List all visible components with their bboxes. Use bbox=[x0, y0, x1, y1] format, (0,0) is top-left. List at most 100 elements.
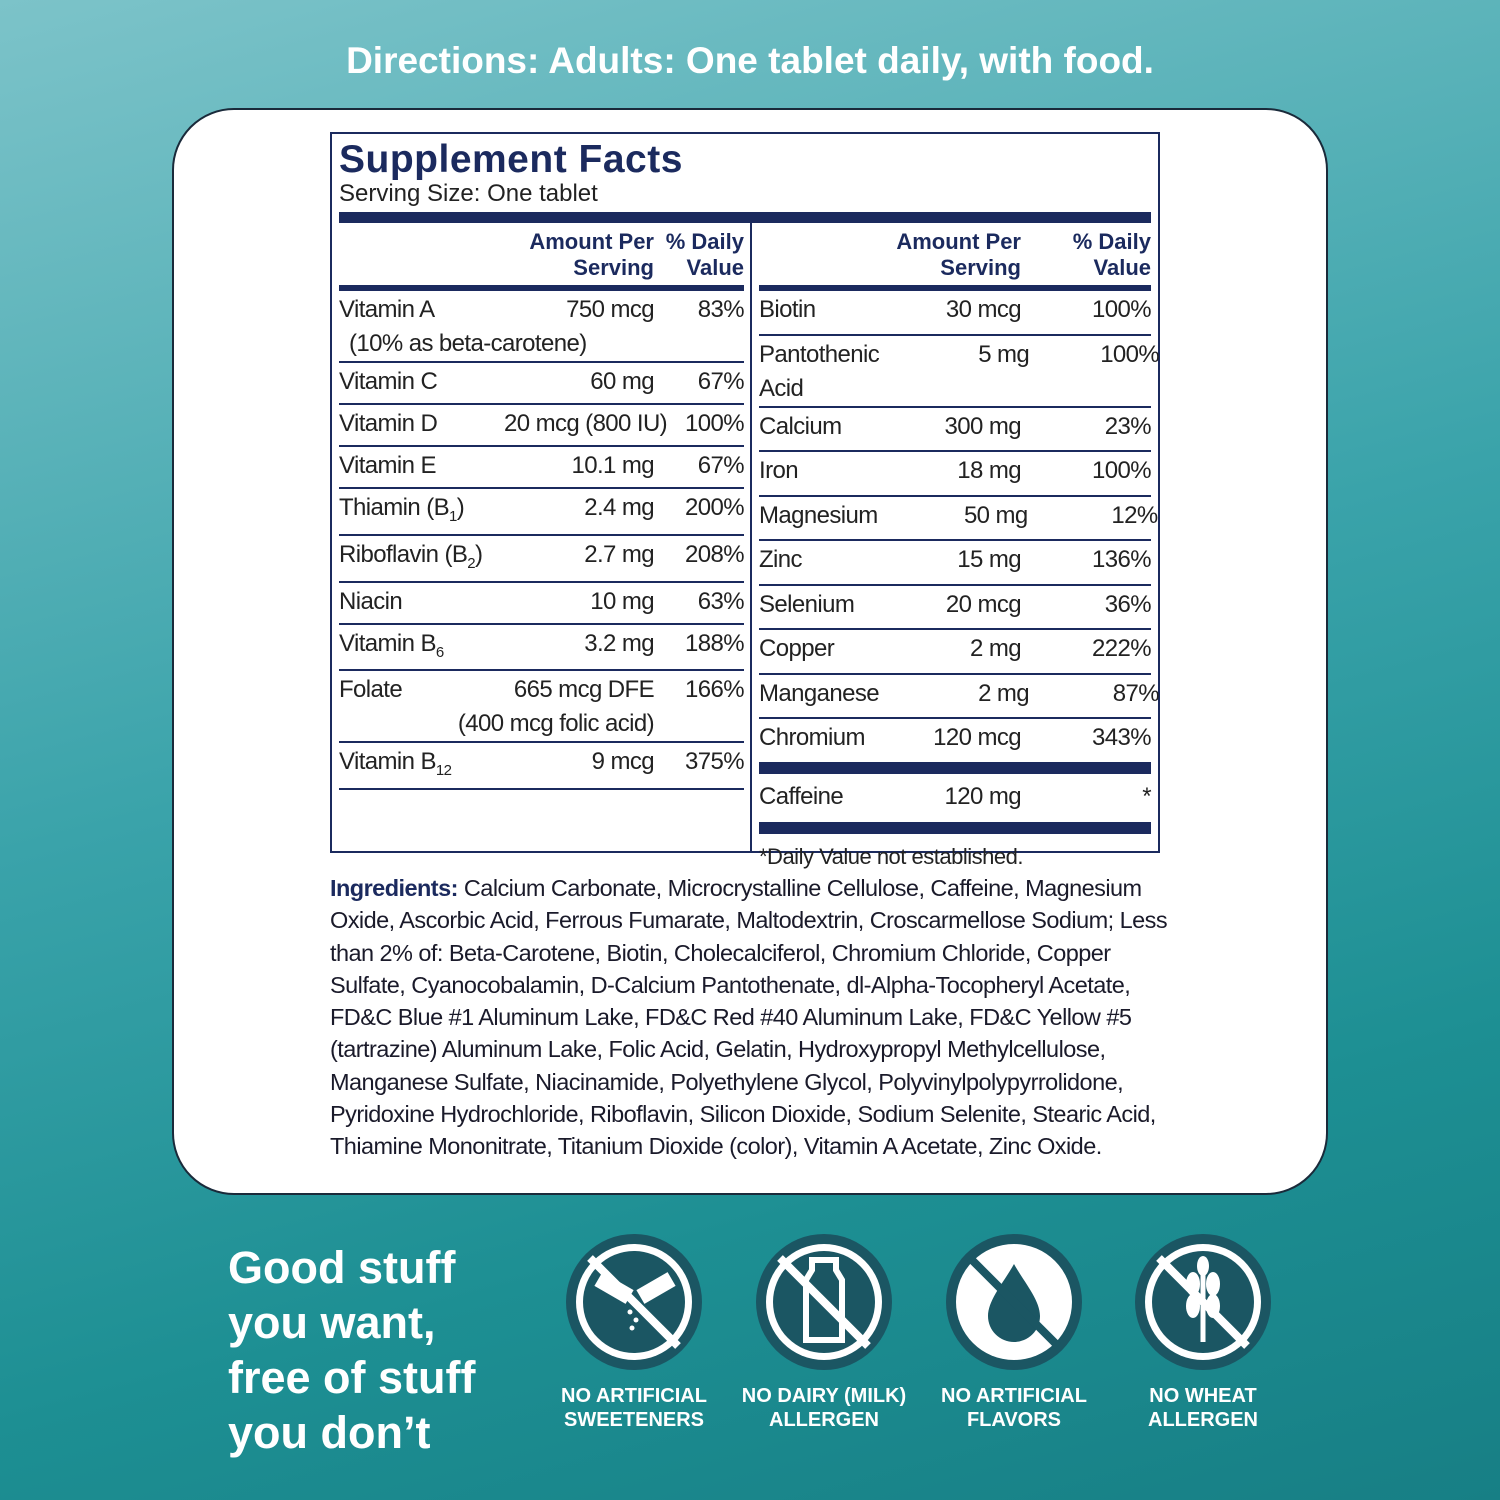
name-end: ) bbox=[456, 494, 465, 521]
divider bbox=[750, 223, 752, 851]
badge-label: NO WHEAT ALLERGEN bbox=[1148, 1385, 1258, 1431]
amount: 60 mg bbox=[590, 368, 654, 395]
badge-icon bbox=[566, 1234, 702, 1370]
amount: 2 mg bbox=[978, 679, 1030, 707]
column-header: Amount Per Serving% Daily Value bbox=[759, 223, 1151, 291]
daily-value: 100% bbox=[1092, 296, 1152, 323]
ingredients-label: Ingredients: bbox=[330, 875, 458, 901]
nutrient-row: Iron 18 mg 100% bbox=[759, 452, 1152, 497]
badge-icon bbox=[1135, 1234, 1271, 1370]
daily-value: 208% bbox=[685, 540, 745, 568]
amount: 665 mcg DFE bbox=[513, 676, 655, 704]
left-column: Amount Per Serving% Daily Value Vitamin A… bbox=[339, 223, 745, 791]
name-text: Iron bbox=[759, 457, 799, 484]
daily-value: 87% bbox=[1112, 679, 1160, 707]
serving-size: Serving Size: One tablet bbox=[339, 180, 598, 207]
badge: NO ARTIFICIAL SWEETENERS bbox=[539, 1232, 729, 1432]
name-text: Chromium bbox=[759, 724, 865, 751]
nutrient-row: Vitamin C 60 mg 67% bbox=[339, 363, 745, 405]
nutrient-name: Caffeine bbox=[759, 780, 871, 824]
tagline: Good stuff you want, free of stuff you d… bbox=[228, 1242, 476, 1458]
daily-value: 67% bbox=[697, 368, 745, 395]
nutrient-name: Pantothenic Acid bbox=[759, 338, 880, 406]
amount: 120 mcg bbox=[933, 724, 1021, 751]
amount: 750 mcg bbox=[566, 296, 654, 323]
amount: 30 mcg bbox=[945, 296, 1022, 323]
nutrient-name: Magnesium bbox=[759, 499, 878, 540]
amount: 9 mcg bbox=[591, 748, 655, 776]
name-text: Vitamin E bbox=[339, 452, 436, 479]
ingredients: Ingredients: Calcium Carbonate, Microcry… bbox=[330, 872, 1180, 1163]
nutrient-row: Calcium 300 mg 23% bbox=[759, 408, 1152, 452]
daily-value: 343% bbox=[1092, 724, 1152, 751]
directions: Directions: Adults: One tablet daily, wi… bbox=[346, 40, 1154, 81]
daily-value: 83% bbox=[697, 296, 745, 323]
nutrient-row: Selenium 20 mcg 36% bbox=[759, 586, 1152, 630]
badge-label: NO ARTIFICIAL SWEETENERS bbox=[561, 1385, 707, 1431]
amount: 20 mcg (800 IU) bbox=[504, 410, 668, 437]
daily-value: 136% bbox=[1092, 546, 1152, 573]
nutrient-row: Vitamin D 20 mcg (800 IU) 100% bbox=[339, 405, 745, 447]
nutrient-row: Thiamin (B1) 2.4 mg 200% bbox=[339, 489, 745, 536]
right-column: Amount Per Serving % Daily Value Biotin 30 … bbox=[759, 223, 1160, 870]
nutrient-name: Zinc bbox=[759, 543, 871, 584]
name-text: Magnesium bbox=[759, 501, 878, 529]
nutrient-name: Chromium bbox=[759, 721, 871, 762]
nutrient-row: Riboflavin (B2) 2.7 mg 208% bbox=[339, 536, 745, 583]
nutrient-name: Manganese bbox=[759, 677, 880, 718]
name-text: Manganese bbox=[759, 679, 880, 707]
name-text: Calcium bbox=[759, 412, 842, 440]
daily-value: 166% bbox=[685, 676, 745, 704]
name-subscript: 6 bbox=[435, 643, 444, 661]
footnote: *Daily Value not established. bbox=[759, 843, 1023, 869]
badge-label: NO DAIRY (MILK) ALLERGEN bbox=[741, 1385, 907, 1431]
name-text: Zinc bbox=[759, 546, 803, 573]
name-end: ) bbox=[475, 540, 483, 568]
nutrient-row: Vitamin A 750 mcg 83% (10% as beta-carotene… bbox=[339, 291, 745, 363]
name-text: Folate bbox=[339, 676, 403, 704]
badge-label: NO ARTIFICIAL FLAVORS bbox=[941, 1385, 1087, 1431]
name-text: Thiamin (B bbox=[339, 494, 450, 521]
nutrient-row: Zinc 15 mg 136% bbox=[759, 541, 1152, 586]
name-text: Vitamin C bbox=[339, 368, 438, 395]
header-amount: Amount Per Serving bbox=[529, 229, 654, 280]
daily-value: 36% bbox=[1104, 590, 1152, 618]
name-text: Vitamin A bbox=[339, 296, 435, 323]
name-subscript: 1 bbox=[449, 507, 457, 525]
nutrient-row: Pantothenic Acid 5 mg 100% bbox=[759, 336, 1160, 408]
daily-value: 67% bbox=[697, 452, 745, 479]
badge-icon bbox=[756, 1234, 892, 1370]
name-text: Vitamin D bbox=[339, 410, 438, 437]
header-dv: % Daily Value bbox=[1072, 229, 1151, 280]
name-subscript: 12 bbox=[435, 762, 452, 780]
amount: 2.4 mg bbox=[584, 494, 654, 521]
nutrient-name: Iron bbox=[759, 454, 871, 495]
nutrient-row: Chromium 120 mcg 343% bbox=[759, 719, 1152, 764]
nutrient-row: Biotin 30 mcg 100% bbox=[759, 291, 1152, 336]
amount: 2.7 mg bbox=[584, 540, 654, 568]
daily-value: 222% bbox=[1092, 635, 1152, 662]
column-header: Amount Per Serving% Daily Value bbox=[339, 223, 744, 291]
nutrient-name: Vitamin D bbox=[339, 407, 504, 445]
nutrient-name: Folate bbox=[339, 673, 504, 707]
daily-value: 200% bbox=[685, 494, 745, 521]
badge: NO WHEAT ALLERGEN bbox=[1108, 1232, 1298, 1432]
amount: 3.2 mg bbox=[584, 629, 654, 657]
ingredients-text: Calcium Carbonate, Microcrystalline Cell… bbox=[330, 875, 1168, 1160]
nutrient-name: Vitamin B12 bbox=[339, 745, 504, 788]
nutrient-row: Vitamin B12 9 mcg 375% bbox=[339, 743, 745, 791]
nutrient-name: Copper bbox=[759, 632, 871, 673]
rule bbox=[759, 821, 1151, 834]
nutrient-row: Folate 665 mcg DFE 166% (400 mcg folic acid… bbox=[339, 671, 745, 744]
amount: 10 mg bbox=[590, 587, 654, 615]
name-text: Caffeine bbox=[759, 782, 844, 810]
name-text: Copper bbox=[759, 635, 835, 662]
badge-icon bbox=[946, 1234, 1082, 1370]
badge: NO ARTIFICIAL FLAVORS bbox=[919, 1232, 1109, 1432]
header-dv: % Daily Value bbox=[665, 229, 744, 280]
nutrient-note: (10% as beta-carotene) bbox=[349, 330, 587, 357]
amount: 20 mcg bbox=[945, 590, 1022, 618]
name-text: Selenium bbox=[759, 590, 855, 618]
name-subscript: 2 bbox=[467, 554, 476, 572]
nutrient-name: Selenium bbox=[759, 588, 871, 629]
